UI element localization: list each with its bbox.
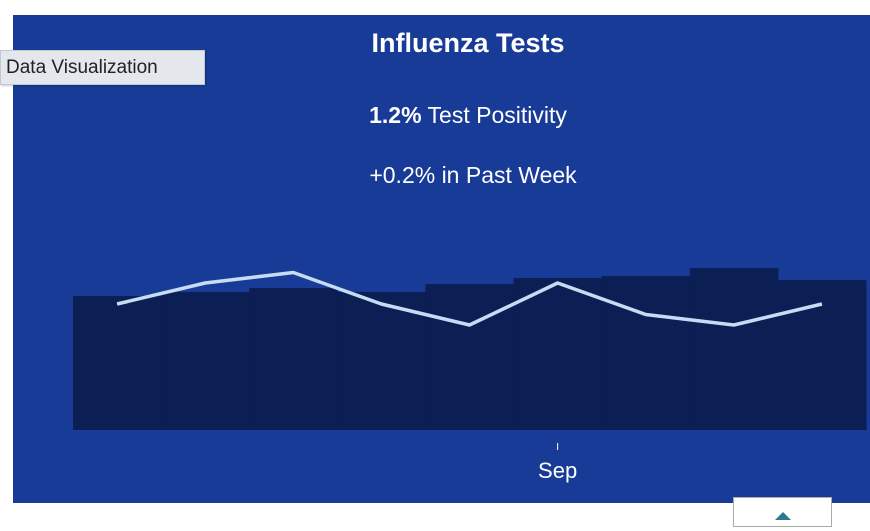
bar <box>73 296 162 430</box>
bar <box>249 288 338 430</box>
chart: Influenza Tests 1.2% Test Positivity +0.… <box>73 28 867 483</box>
bar <box>777 280 867 430</box>
headline-label: Test Positivity <box>428 102 568 128</box>
bar <box>425 284 515 430</box>
line <box>116 270 823 327</box>
bar <box>161 292 250 430</box>
back-to-top-button[interactable] <box>733 497 832 527</box>
page: Influenza Tests 1.2% Test Positivity +0.… <box>0 15 870 527</box>
bar <box>337 292 426 430</box>
bar <box>689 268 779 430</box>
headline-value: 1.2% <box>369 102 421 128</box>
tooltip: Data Visualization <box>0 50 205 85</box>
x-tick-label: Sep <box>538 458 577 483</box>
chart-title: Influenza Tests <box>371 28 564 58</box>
up-arrow-icon <box>775 512 791 520</box>
chart-panel: Influenza Tests 1.2% Test Positivity +0.… <box>13 15 870 503</box>
headline: 1.2% Test Positivity <box>369 102 567 128</box>
bar <box>601 276 691 430</box>
bar <box>513 277 603 430</box>
change-text: +0.2% in Past Week <box>369 162 577 188</box>
